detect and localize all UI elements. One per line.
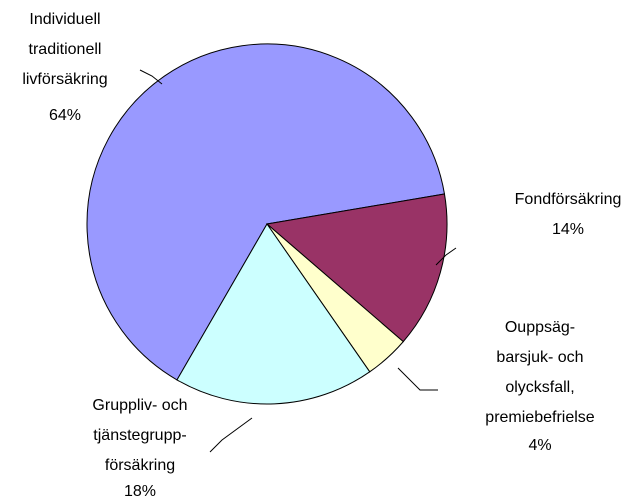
slice-label: Fondförsäkring [515, 191, 622, 208]
value-label: 18% [124, 483, 156, 500]
slice-label: försäkring [105, 457, 175, 474]
leader-line [209, 417, 253, 453]
slice-label: Individuell [29, 11, 100, 28]
slice-label: tjänstegrupp- [93, 427, 186, 444]
slice-label: Ouppsäg- [505, 319, 575, 336]
slice-label: Gruppliv- och [92, 397, 187, 414]
slice-label: traditionell [29, 41, 102, 58]
value-label: 14% [552, 221, 584, 238]
value-label: 64% [49, 107, 81, 124]
leader-line [435, 247, 457, 266]
pie-slice [86, 43, 446, 381]
pie-slice [265, 193, 448, 343]
value-label: 4% [528, 437, 551, 454]
slice-label: livförsäkring [22, 71, 107, 88]
leader-line [397, 367, 438, 391]
slice-label: olycksfall, [505, 379, 574, 396]
leader-line [139, 69, 163, 85]
slice-label: barsjuk- och [496, 349, 583, 366]
pie-slice [176, 223, 371, 405]
slice-label: premiebefrielse [485, 409, 594, 426]
